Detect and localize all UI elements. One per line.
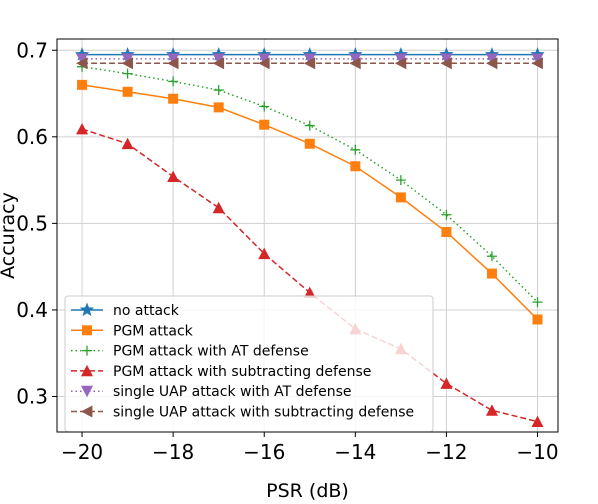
series-4-point-6 xyxy=(349,53,362,65)
series-5-point-9 xyxy=(485,57,498,70)
legend-item-4: single UAP attack with AT defense xyxy=(71,384,351,400)
series-5-point-6 xyxy=(349,57,361,70)
y-axis-title: Accuracy xyxy=(0,192,19,279)
legend: no attack PGM attack PGM attack with AT de… xyxy=(64,295,434,433)
series-3-point-0 xyxy=(76,123,89,135)
series-1-point-7 xyxy=(395,192,406,203)
series-2-point-7 xyxy=(395,175,406,186)
series-4-point-10 xyxy=(531,53,544,65)
series-4-point-2 xyxy=(167,53,180,65)
series-3-point-8 xyxy=(440,377,453,389)
series-3-point-2 xyxy=(167,170,180,183)
series-2-point-5 xyxy=(304,120,315,131)
series-line-2 xyxy=(81,65,539,303)
series-4-point-1 xyxy=(121,53,134,65)
series-group xyxy=(74,47,545,428)
series-2-point-9 xyxy=(486,251,497,262)
series-2-point-2 xyxy=(168,76,179,87)
series-4 xyxy=(76,53,544,65)
legend-label-1: PGM attack xyxy=(113,323,194,339)
series-1-point-1 xyxy=(122,86,133,97)
legend-marker-3 xyxy=(81,364,93,377)
legend-marker-5 xyxy=(81,405,93,418)
plot-frame xyxy=(56,38,559,433)
series-1-point-5 xyxy=(304,138,315,149)
y-tick-label-3: 0.6 xyxy=(16,125,48,149)
series-5-point-5 xyxy=(303,57,316,70)
series-4-point-8 xyxy=(440,53,453,65)
legend-marker-0 xyxy=(79,302,95,317)
series-3-point-3 xyxy=(212,201,225,214)
legend-item-5: single UAP attack with subtracting defen… xyxy=(71,405,414,421)
series-5-point-8 xyxy=(440,57,452,70)
series-5 xyxy=(76,57,543,70)
series-5-point-10 xyxy=(531,57,543,70)
series-1-point-10 xyxy=(532,314,543,325)
series-3-point-10 xyxy=(531,415,544,428)
x-tick-label-2: −16 xyxy=(243,440,285,464)
series-1-point-8 xyxy=(441,227,452,238)
legend-item-1: PGM attack xyxy=(71,323,194,339)
x-tick-label-0: −20 xyxy=(61,440,103,464)
legend-label-0: no attack xyxy=(113,303,180,319)
y-tick-label-0: 0.3 xyxy=(16,385,48,409)
series-1-point-0 xyxy=(77,79,88,90)
series-5-point-1 xyxy=(121,57,133,70)
axis-ticks: −20 −18 −16 −14 −12 −10 0.3 0.4 0.5 0.6 0.7 xyxy=(16,38,558,464)
series-2-point-4 xyxy=(259,101,270,112)
series-4-point-0 xyxy=(76,53,89,65)
series-4-point-7 xyxy=(394,53,407,65)
series-4-point-4 xyxy=(258,53,271,65)
series-5-point-7 xyxy=(394,57,407,70)
series-1-point-2 xyxy=(168,93,179,104)
series-2-point-6 xyxy=(350,144,361,155)
series-4-point-3 xyxy=(212,53,225,65)
legend-marker-2 xyxy=(82,345,92,356)
series-5-point-2 xyxy=(167,57,179,70)
x-tick-label-3: −14 xyxy=(334,440,376,464)
x-tick-label-1: −18 xyxy=(152,440,194,464)
legend-item-3: PGM attack with subtracting defense xyxy=(71,364,371,380)
legend-marker-4 xyxy=(81,385,93,398)
series-4-point-9 xyxy=(485,53,498,65)
series-5-point-0 xyxy=(76,57,88,70)
series-5-point-4 xyxy=(258,57,270,70)
legend-label-2: PGM attack with AT defense xyxy=(113,344,309,360)
series-1-point-3 xyxy=(213,102,224,113)
series-2-point-1 xyxy=(122,68,133,79)
series-3-point-4 xyxy=(258,247,271,260)
series-2-point-10 xyxy=(532,297,543,308)
series-1-point-4 xyxy=(259,119,270,130)
series-4-point-5 xyxy=(303,53,316,65)
legend-label-5: single UAP attack with subtracting defen… xyxy=(113,405,414,421)
legend-label-4: single UAP attack with AT defense xyxy=(113,384,351,400)
series-5-point-3 xyxy=(212,57,225,70)
x-tick-label-5: −10 xyxy=(516,440,558,464)
series-2-point-3 xyxy=(213,85,224,96)
legend-item-2: PGM attack with AT defense xyxy=(71,344,309,360)
series-3-point-1 xyxy=(121,137,134,150)
legend-item-0: no attack xyxy=(71,302,180,319)
series-1-point-9 xyxy=(486,268,497,279)
x-tick-label-4: −12 xyxy=(425,440,467,464)
x-axis-title: PSR (dB) xyxy=(266,480,349,502)
legend-label-3: PGM attack with subtracting defense xyxy=(113,364,371,380)
series-1-point-6 xyxy=(350,161,361,172)
series-1 xyxy=(77,79,543,325)
series-3-point-9 xyxy=(485,404,498,416)
series-3-point-5 xyxy=(303,286,316,299)
legend-marker-1 xyxy=(82,325,92,336)
y-tick-label-2: 0.5 xyxy=(16,211,48,235)
series-2-point-8 xyxy=(441,209,452,220)
series-2 xyxy=(77,61,543,308)
y-tick-label-4: 0.7 xyxy=(16,38,48,62)
series-line-1 xyxy=(81,84,539,320)
y-tick-label-1: 0.4 xyxy=(16,298,48,322)
